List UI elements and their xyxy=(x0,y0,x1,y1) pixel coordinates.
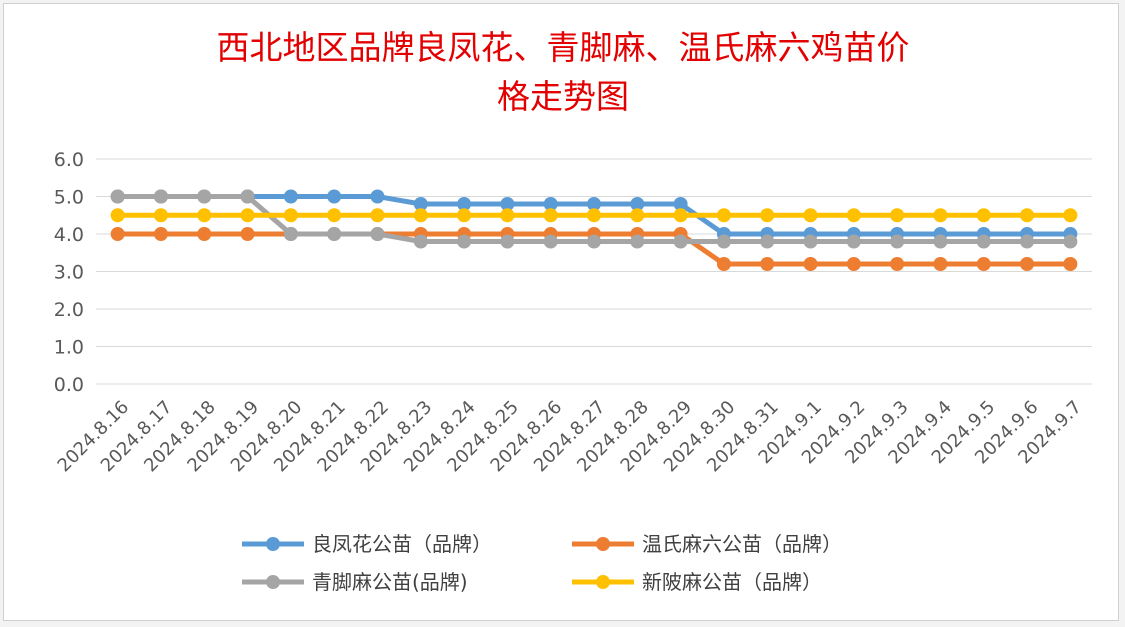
data-point xyxy=(413,208,428,223)
legend-label: 新陂麻公苗（品牌） xyxy=(642,570,822,594)
data-point xyxy=(760,234,775,249)
data-point xyxy=(370,189,385,204)
data-point xyxy=(197,189,212,204)
data-point xyxy=(760,257,775,271)
data-point xyxy=(1063,257,1078,271)
chart-area: 西北地区品牌良凤花、青脚麻、温氏麻六鸡苗价 格走势图 0.0 1.0 2.0 3.0 4… xyxy=(3,3,1119,621)
data-point xyxy=(673,197,688,211)
y-tick-label: 2.0 xyxy=(54,299,84,321)
legend-item: 新陂麻公苗（品牌） xyxy=(572,570,822,594)
y-tick-label: 6.0 xyxy=(54,149,84,171)
data-point xyxy=(803,234,818,249)
data-point xyxy=(587,197,601,211)
y-tick-label: 5.0 xyxy=(54,187,84,209)
data-point xyxy=(933,257,948,271)
data-point xyxy=(283,208,298,223)
data-point xyxy=(1020,234,1035,249)
data-point xyxy=(587,234,601,249)
data-point xyxy=(413,197,428,211)
data-point xyxy=(890,208,905,223)
legend: 良凤花公苗（品牌） 温氏麻六公苗（品牌） 青脚麻公苗(品牌) 新陂麻公苗（品牌） xyxy=(242,532,842,594)
data-point xyxy=(846,257,861,271)
data-point xyxy=(543,197,558,211)
x-axis-tick-labels: 2024.8.162024.8.172024.8.182024.8.192024… xyxy=(54,397,1086,477)
data-point xyxy=(370,208,385,223)
data-point xyxy=(846,234,861,249)
data-point xyxy=(716,208,731,223)
y-axis-tick-labels: 0.0 1.0 2.0 3.0 4.0 5.0 6.0 xyxy=(54,149,84,396)
data-point xyxy=(457,197,472,211)
data-point xyxy=(630,197,645,211)
data-point xyxy=(803,257,818,271)
data-point xyxy=(327,189,342,204)
data-point xyxy=(153,189,168,204)
data-point xyxy=(1020,257,1035,271)
data-point xyxy=(976,234,991,249)
data-point xyxy=(327,208,342,223)
data-point xyxy=(673,208,688,223)
data-point xyxy=(890,257,905,271)
legend-item: 良凤花公苗（品牌） xyxy=(242,532,492,556)
data-point xyxy=(716,234,731,249)
data-point xyxy=(976,257,991,271)
data-point xyxy=(803,208,818,223)
data-point xyxy=(413,234,428,249)
line-chart: 西北地区品牌良凤花、青脚麻、温氏麻六鸡苗价 格走势图 0.0 1.0 2.0 3.0 4… xyxy=(54,28,1092,594)
data-point xyxy=(153,227,168,241)
legend-label: 良凤花公苗（品牌） xyxy=(312,532,492,556)
data-point xyxy=(1063,208,1078,223)
data-point xyxy=(370,227,385,241)
data-point xyxy=(110,208,125,223)
data-point xyxy=(760,208,775,223)
data-point xyxy=(197,227,212,241)
chart-title-line-2: 格走势图 xyxy=(497,77,629,116)
data-point xyxy=(327,227,342,241)
data-point xyxy=(630,208,645,223)
series-3 xyxy=(110,189,1078,249)
series-lines xyxy=(110,189,1078,271)
data-point xyxy=(500,197,515,211)
legend-item: 温氏麻六公苗（品牌） xyxy=(572,532,842,556)
data-point xyxy=(890,234,905,249)
legend-marker xyxy=(266,537,280,551)
legend-label: 青脚麻公苗(品牌) xyxy=(312,570,468,594)
data-point xyxy=(673,234,688,249)
data-point xyxy=(846,208,861,223)
data-point xyxy=(197,208,212,223)
y-tick-label: 0.0 xyxy=(54,374,84,396)
data-point xyxy=(457,234,472,249)
legend-label: 温氏麻六公苗（品牌） xyxy=(642,532,842,556)
data-point xyxy=(153,208,168,223)
legend-item: 青脚麻公苗(品牌) xyxy=(242,570,468,594)
legend-marker xyxy=(596,537,610,551)
data-point xyxy=(543,234,558,249)
legend-marker xyxy=(596,575,610,589)
data-point xyxy=(283,227,298,241)
data-point xyxy=(587,208,601,223)
data-point xyxy=(283,189,298,204)
data-point xyxy=(1020,208,1035,223)
data-point xyxy=(976,208,991,223)
data-point xyxy=(110,189,125,204)
data-point xyxy=(933,208,948,223)
data-point xyxy=(500,208,515,223)
data-point xyxy=(1063,234,1078,249)
data-point xyxy=(630,234,645,249)
series-4 xyxy=(110,208,1078,223)
legend-marker xyxy=(266,575,280,589)
data-point xyxy=(110,227,125,241)
data-point xyxy=(240,189,255,204)
data-point xyxy=(240,227,255,241)
data-point xyxy=(933,234,948,249)
y-tick-label: 1.0 xyxy=(54,337,84,359)
y-tick-label: 4.0 xyxy=(54,224,84,246)
chart-title-line-1: 西北地区品牌良凤花、青脚麻、温氏麻六鸡苗价 xyxy=(217,28,910,67)
data-point xyxy=(457,208,472,223)
data-point xyxy=(543,208,558,223)
data-point xyxy=(716,257,731,271)
data-point xyxy=(240,208,255,223)
data-point xyxy=(500,234,515,249)
y-tick-label: 3.0 xyxy=(54,262,84,284)
